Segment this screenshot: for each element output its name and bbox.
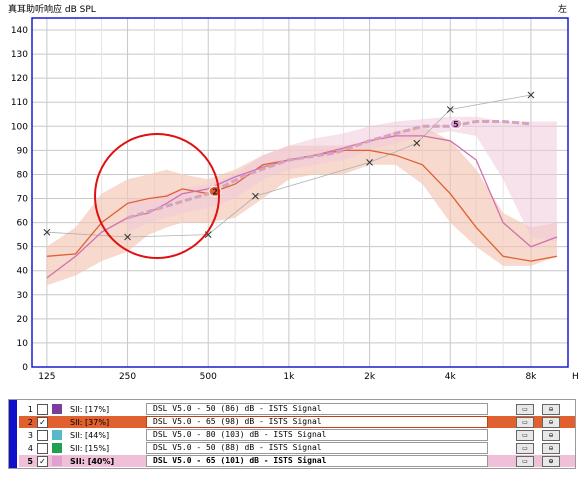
side-label: 左 xyxy=(558,3,567,15)
row-checkbox[interactable]: ✓ xyxy=(37,455,48,467)
target-marker xyxy=(124,233,131,241)
curve-badge xyxy=(449,118,463,130)
chart-title: 真耳助听响应 dB SPL xyxy=(8,3,96,15)
color-swatch xyxy=(52,404,62,414)
target-marker xyxy=(413,139,421,147)
y-tick-label: 110 xyxy=(11,98,28,108)
curve-row-3[interactable]: 3 SII: [44%] DSL V5.0 - 80 (103) dB - ISTS… xyxy=(19,429,575,441)
curve-description: DSL V5.0 - 80 (103) dB - ISTS Signal xyxy=(146,429,488,441)
target-marker xyxy=(446,106,454,113)
x-tick-label: 8k xyxy=(525,372,537,382)
x-tick-label: 500 xyxy=(200,372,217,382)
ear-icon[interactable]: ⊖ xyxy=(542,403,560,415)
ear-icon[interactable]: ⊖ xyxy=(542,455,560,467)
curve-description: DSL V5.0 - 50 (86) dB - ISTS Signal xyxy=(146,403,488,415)
sii-value: SII: [37%] xyxy=(70,417,110,427)
view-icon[interactable]: ▭ xyxy=(516,442,534,454)
sii-value: SII: [40%] xyxy=(70,456,115,466)
x-tick-label: 1k xyxy=(283,372,295,382)
y-tick-label: 40 xyxy=(17,267,29,277)
curve-list-panel: 1 SII: [17%] DSL V5.0 - 50 (86) dB - ISTS … xyxy=(8,399,576,469)
y-tick-label: 10 xyxy=(17,339,29,349)
axis-unit-label: H xyxy=(572,372,579,382)
ear-icon[interactable]: ⊖ xyxy=(542,442,560,454)
view-icon[interactable]: ▭ xyxy=(516,429,534,441)
target-marker xyxy=(527,91,535,99)
color-swatch xyxy=(52,443,62,453)
curve-row-4[interactable]: 4 SII: [15%] DSL V5.0 - 50 (88) dB - ISTS … xyxy=(19,442,575,454)
curve-row-2[interactable]: 2 ✓ SII: [37%] DSL V5.0 - 65 (98) dB - ISTS… xyxy=(19,416,575,428)
target-line xyxy=(46,94,531,238)
curve-badge-label: 2 xyxy=(212,187,218,196)
target-marker xyxy=(43,228,51,236)
view-icon[interactable]: ▭ xyxy=(516,416,534,428)
series-curve-overlay xyxy=(127,121,531,219)
row-checkbox[interactable] xyxy=(37,442,48,454)
y-tick-label: 90 xyxy=(17,146,29,156)
y-tick-label: 100 xyxy=(11,122,28,132)
curve-badge-label: 5 xyxy=(453,120,459,129)
sii-value: SII: [17%] xyxy=(70,404,110,414)
panel-stripe xyxy=(9,400,17,468)
x-tick-label: 125 xyxy=(38,372,55,382)
row-number: 4 xyxy=(27,443,33,453)
curve-row-5[interactable]: 5 ✓ SII: [40%] DSL V5.0 - 65 (101) dB - IST… xyxy=(19,455,575,467)
target-marker xyxy=(252,192,259,200)
color-swatch xyxy=(52,430,62,440)
x-tick-label: 4k xyxy=(445,372,457,382)
ear-icon[interactable]: ⊖ xyxy=(542,429,560,441)
x-tick-label: 2k xyxy=(364,372,376,382)
y-tick-label: 130 xyxy=(11,50,28,60)
view-icon[interactable]: ▭ xyxy=(516,403,534,415)
row-number: 3 xyxy=(27,430,33,440)
y-tick-label: 20 xyxy=(17,315,29,325)
y-tick-label: 50 xyxy=(17,243,29,253)
row-number: 1 xyxy=(27,404,33,414)
y-tick-label: 140 xyxy=(11,26,28,36)
y-tick-label: 0 xyxy=(22,363,28,373)
y-tick-label: 60 xyxy=(17,219,29,229)
row-checkbox[interactable] xyxy=(37,429,48,441)
row-checkbox[interactable]: ✓ xyxy=(37,416,48,428)
plot-frame xyxy=(31,17,569,368)
y-tick-label: 70 xyxy=(17,195,29,205)
y-tick-label: 120 xyxy=(11,74,28,84)
curve-row-1[interactable]: 1 SII: [17%] DSL V5.0 - 50 (86) dB - ISTS … xyxy=(19,403,575,415)
row-number: 2 xyxy=(27,417,33,427)
sii-value: SII: [15%] xyxy=(70,443,110,453)
range-band-outer xyxy=(46,126,557,286)
view-icon[interactable]: ▭ xyxy=(516,455,534,467)
range-band-inner xyxy=(127,116,557,242)
color-swatch xyxy=(52,417,62,427)
row-number: 5 xyxy=(27,456,33,466)
curve-description: DSL V5.0 - 50 (88) dB - ISTS Signal xyxy=(146,442,488,454)
ear-icon[interactable]: ⊖ xyxy=(542,416,560,428)
response-chart: 真耳助听响应 dB SPL 左 H 0 10 20 30 40 50 60 70 80 90 100… xyxy=(8,3,579,382)
color-swatch xyxy=(52,456,62,466)
y-tick-label: 80 xyxy=(17,170,29,180)
y-tick-label: 30 xyxy=(17,291,29,301)
curve-description: DSL V5.0 - 65 (101) dB - ISTS Signal xyxy=(146,455,488,467)
row-checkbox[interactable] xyxy=(37,403,48,415)
curve-description: DSL V5.0 - 65 (98) dB - ISTS Signal xyxy=(146,416,488,428)
target-marker xyxy=(366,159,373,166)
x-tick-label: 250 xyxy=(119,372,136,382)
annotation-circle xyxy=(94,133,220,259)
sii-value: SII: [44%] xyxy=(70,430,110,440)
